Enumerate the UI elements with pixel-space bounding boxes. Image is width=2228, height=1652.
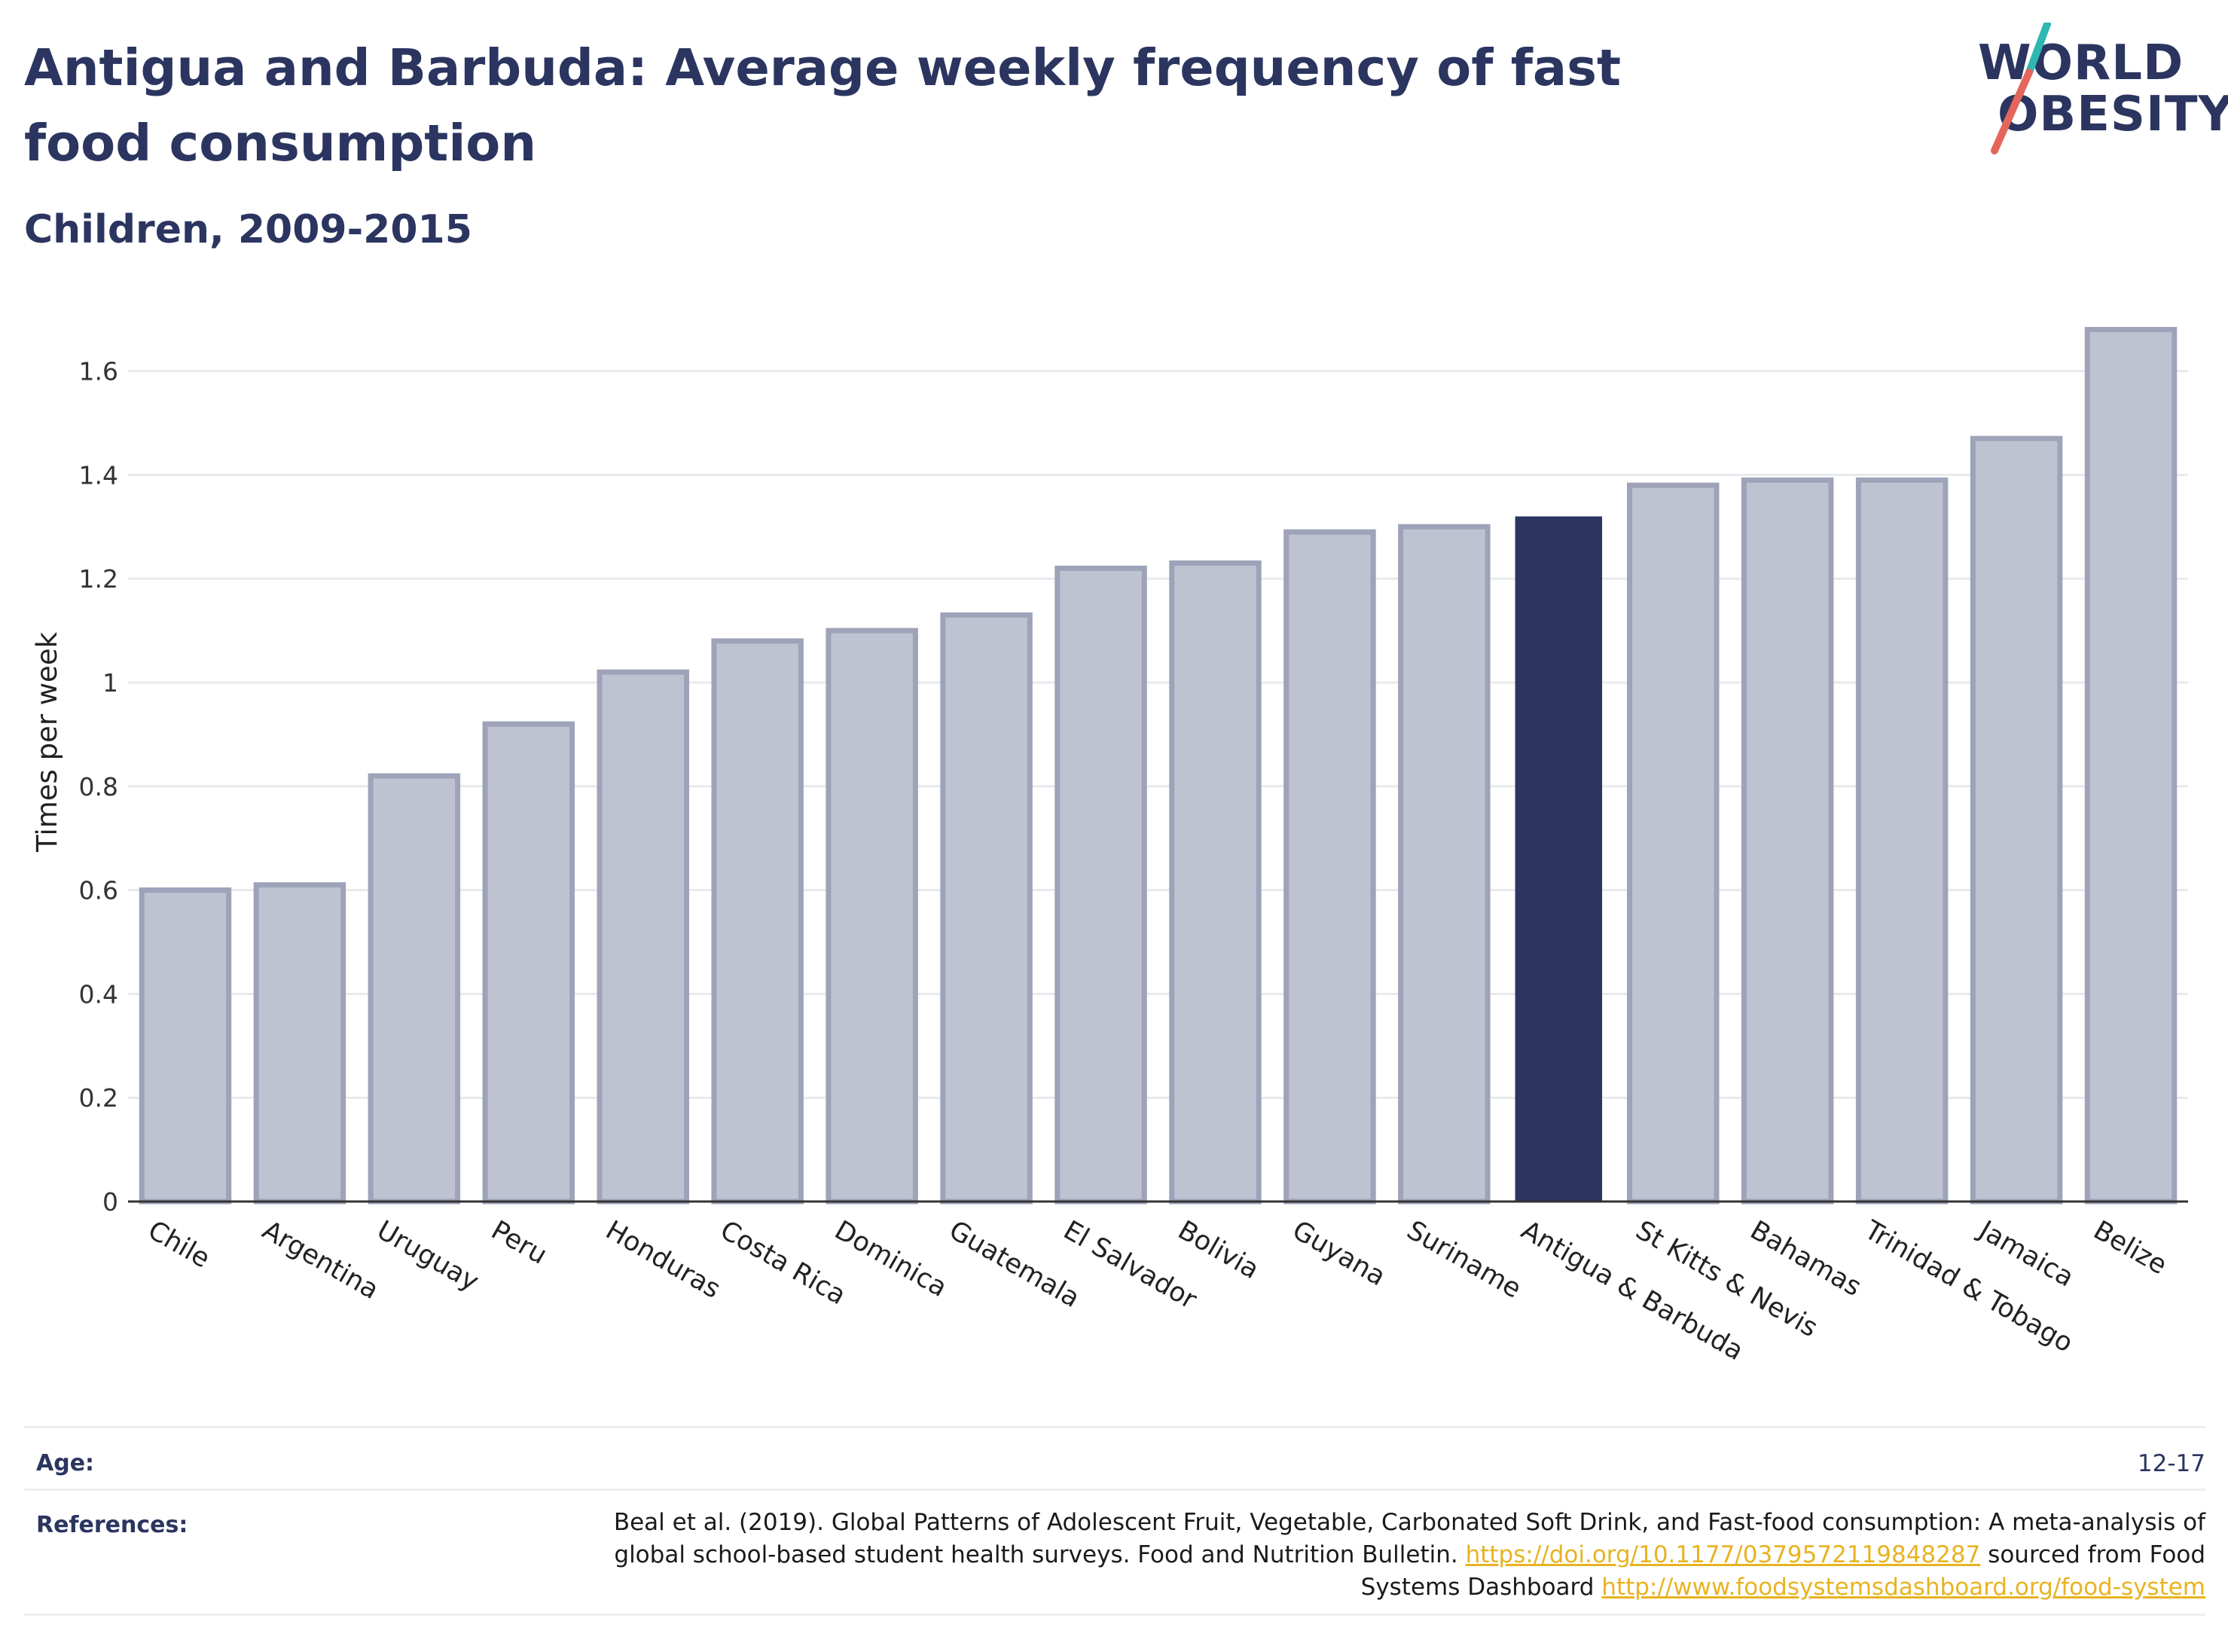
chart-subtitle: Children, 2009-2015 <box>24 207 472 252</box>
y-axis-label: Times per week <box>31 631 63 853</box>
bar-guatemala <box>940 612 1033 1205</box>
bar-uruguay <box>368 773 461 1205</box>
bar-belize <box>2084 326 2178 1205</box>
references-label: References: <box>36 1512 188 1538</box>
x-tick-label: Costa Rica <box>715 1215 850 1311</box>
bar-jamaica <box>1970 435 2063 1205</box>
y-tick-label: 1.4 <box>79 460 118 490</box>
bar-bolivia <box>1169 560 1262 1205</box>
ref-text-1: Beal et al. (2019). Global Patterns of A… <box>613 1509 2205 1568</box>
y-tick-label: 1 <box>102 668 118 698</box>
ref-text-2: sourced from Food Systems Dashboard <box>1360 1541 2205 1601</box>
logo-word-obesity: OBESITY <box>1998 87 2228 142</box>
logo-slash-icon <box>1991 23 2051 154</box>
y-tick-label: 0.6 <box>79 876 118 905</box>
age-value: 12-17 <box>2137 1450 2205 1477</box>
x-tick-label: Argentina <box>257 1215 383 1305</box>
y-tick-label: 0.8 <box>79 772 118 802</box>
x-tick-label: Guyana <box>1287 1215 1390 1292</box>
bar-guyana <box>1283 529 1376 1205</box>
x-tick-label: Uruguay <box>371 1215 484 1297</box>
y-tick-label: 1.6 <box>79 357 118 386</box>
logo-word-world: WORLD <box>1978 35 2184 91</box>
bar-antigua-barbuda <box>1515 516 1603 1202</box>
chart-title: Antigua and Barbuda: Average weekly freq… <box>24 38 1621 173</box>
bar-suriname <box>1398 524 1491 1205</box>
y-tick-label: 0 <box>102 1187 118 1217</box>
y-tick-label: 1.2 <box>79 564 118 594</box>
bar-chart: 0 0.2 0.4 0.6 0.8 1 1.2 1.4 1.6 Chile ArgentinaUru… <box>31 326 2188 1366</box>
bars <box>139 326 2178 1205</box>
ref-doi-link[interactable]: https://doi.org/10.1177/0379572119848287 <box>1465 1541 1981 1568</box>
x-tick-label: Peru <box>486 1215 552 1271</box>
grid-lines <box>128 370 2188 1099</box>
x-tick-label: Dominica <box>829 1215 952 1303</box>
bar-honduras <box>597 669 689 1205</box>
bar-el-salvador <box>1054 565 1147 1205</box>
bar-chile <box>139 887 232 1205</box>
x-tick-label: Guatemala <box>944 1215 1085 1314</box>
x-tick-label: Trinidad & Tobago <box>1859 1215 2078 1359</box>
x-tick-label: Suriname <box>1402 1215 1526 1305</box>
bar-trinidad-tobago <box>1855 477 1949 1205</box>
references-text: Beal et al. (2019). Global Patterns of A… <box>548 1507 2205 1604</box>
ref-dashboard-link[interactable]: http://www.foodsystemsdashboard.org/food… <box>1601 1574 2205 1601</box>
age-label: Age: <box>36 1450 95 1476</box>
y-tick-label: 0.4 <box>79 979 118 1009</box>
bar-argentina <box>253 882 346 1205</box>
footer-rule-bottom <box>24 1614 2205 1616</box>
x-tick-label: Chile <box>142 1215 215 1274</box>
x-tick-label: Honduras <box>600 1215 725 1305</box>
x-tick-label: Belize <box>2089 1215 2172 1281</box>
bar-dominica <box>826 628 918 1205</box>
bar-peru <box>482 721 575 1205</box>
bar-st-kitts-nevis <box>1627 482 1720 1205</box>
world-obesity-logo: WORLD OBESITY <box>1966 23 2228 158</box>
y-tick-label: 0.2 <box>79 1083 118 1113</box>
footer-rule-top <box>24 1426 2205 1428</box>
x-tick-label: Bolivia <box>1173 1215 1264 1285</box>
bar-bahamas <box>1741 477 1834 1205</box>
bar-costa-rica <box>711 638 804 1205</box>
footer-rule-middle <box>24 1489 2205 1491</box>
